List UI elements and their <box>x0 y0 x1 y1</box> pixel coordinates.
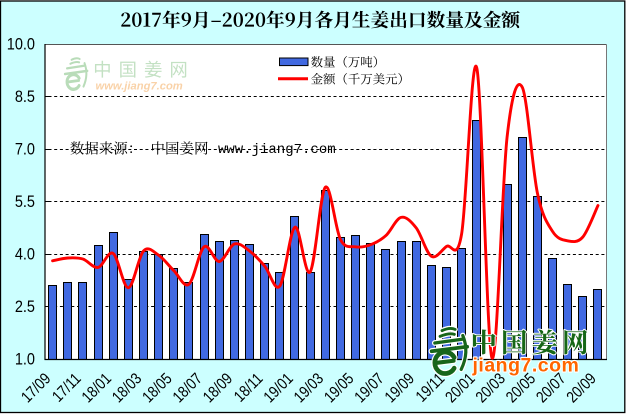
svg-text:10.0: 10.0 <box>7 36 36 54</box>
svg-text:www.jiang7.com: www.jiang7.com <box>218 142 336 158</box>
svg-text:jiang7.com: jiang7.com <box>472 355 580 377</box>
svg-text:7.0: 7.0 <box>15 141 36 159</box>
svg-text:5.5: 5.5 <box>15 193 35 211</box>
svg-text:1.0: 1.0 <box>15 351 36 369</box>
svg-text:4.0: 4.0 <box>15 246 36 264</box>
svg-text:2.5: 2.5 <box>15 298 35 316</box>
svg-text:www.jiang7.com: www.jiang7.com <box>96 81 183 93</box>
svg-text:8.5: 8.5 <box>15 88 35 106</box>
